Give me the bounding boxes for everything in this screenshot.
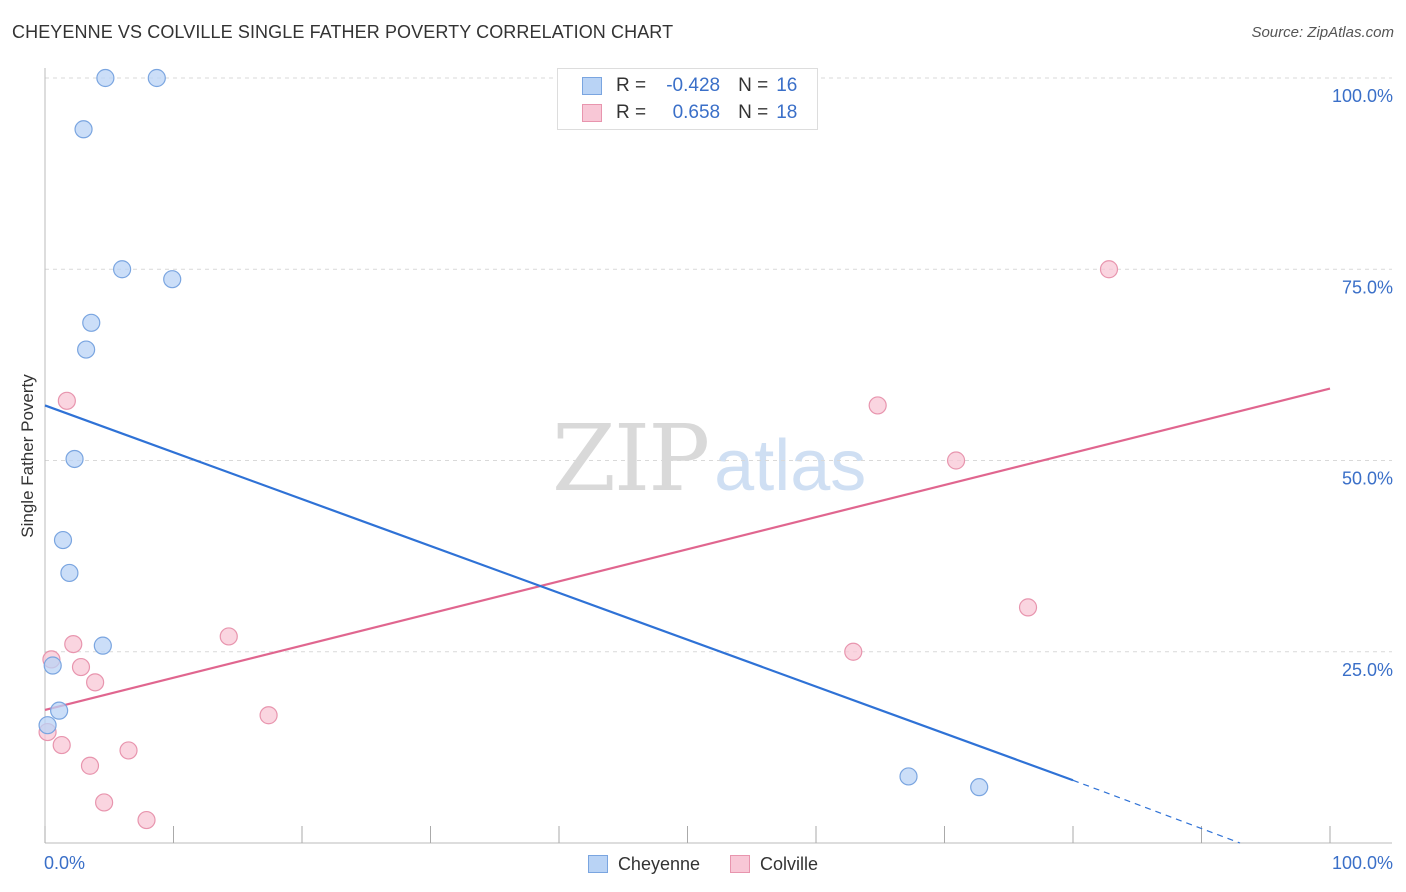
point-cheyenne (147, 68, 166, 88)
point-cheyenne (38, 716, 57, 735)
point-colville (868, 396, 887, 415)
series-swatch-cheyenne (587, 855, 608, 873)
trend-line-colville (44, 387, 1331, 711)
point-colville (119, 741, 138, 760)
point-cheyenne (43, 656, 62, 675)
point-colville (946, 451, 966, 470)
legend-swatch-colville (582, 104, 602, 122)
point-cheyenne (82, 313, 101, 332)
point-cheyenne (74, 120, 93, 139)
point-colville (1018, 598, 1038, 617)
source-credit: Source: ZipAtlas.com (1251, 24, 1394, 41)
point-colville (137, 810, 156, 830)
series-legend-cheyenne[interactable]: Cheyenne (587, 853, 701, 875)
point-colville (219, 627, 238, 646)
chart-title: CHEYENNE VS COLVILLE SINGLE FATHER POVER… (12, 22, 674, 42)
point-cheyenne (50, 701, 69, 720)
point-cheyenne (77, 340, 96, 359)
correlation-legend: R = -0.428 N = 16 R = 0.658 N = 18 (557, 68, 818, 130)
point-colville (95, 793, 114, 812)
y-tick-label: 75.0% (1342, 277, 1393, 297)
point-colville (86, 673, 105, 692)
point-cheyenne (93, 636, 112, 655)
y-tick-label: 100.0% (1332, 86, 1393, 106)
watermark: ZIPatlas (552, 405, 866, 512)
y-tick-label: 50.0% (1342, 469, 1393, 489)
point-cheyenne (899, 767, 918, 786)
point-cheyenne (96, 68, 115, 88)
series-swatch-colville (730, 855, 751, 873)
legend-swatch-cheyenne (582, 77, 602, 95)
point-cheyenne (163, 270, 182, 289)
point-cheyenne (970, 778, 989, 797)
x-tick-label: 0.0% (44, 853, 85, 873)
trend-line-cheyenne (44, 404, 1074, 782)
legend-n-label: N = (738, 75, 769, 96)
point-cheyenne (53, 530, 73, 550)
watermark-atlas: atlas (714, 426, 867, 506)
x-tick-label: 100.0% (1332, 853, 1393, 873)
watermark-zip: ZIP (552, 405, 710, 512)
point-colville (71, 657, 91, 677)
legend-r-label: R = (616, 75, 647, 96)
legend-n-value-cheyenne: 16 (776, 75, 798, 96)
point-colville (64, 634, 83, 654)
legend-row-colville: R = 0.658 N = 18 (582, 101, 797, 125)
legend-r-label: R = (616, 102, 647, 123)
point-cheyenne (112, 260, 132, 279)
trend-line-cheyenne-extension (1072, 779, 1241, 844)
legend-n-value-colville: 18 (776, 102, 798, 123)
point-colville (57, 391, 76, 410)
y-tick-label: 25.0% (1342, 660, 1393, 680)
point-colville (259, 706, 278, 725)
point-cheyenne (60, 563, 79, 583)
point-colville (80, 756, 100, 775)
point-colville (1099, 260, 1119, 279)
series-legend-colville[interactable]: Colville (730, 854, 818, 875)
point-colville (52, 735, 71, 755)
legend-n-label: N = (738, 102, 769, 123)
legend-r-value-cheyenne: -0.428 (666, 75, 721, 96)
point-cheyenne (65, 449, 84, 469)
series-label-cheyenne: Cheyenne (617, 853, 701, 874)
series-legend: Cheyenne Colville (0, 852, 1406, 876)
point-colville (844, 642, 863, 661)
legend-r-value-colville: 0.658 (672, 102, 721, 123)
series-label-colville: Colville (760, 853, 819, 874)
legend-row-cheyenne: R = -0.428 N = 16 (582, 74, 797, 98)
